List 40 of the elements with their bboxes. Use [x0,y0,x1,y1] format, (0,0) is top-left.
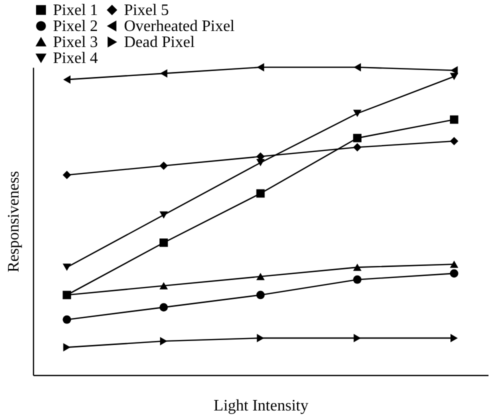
point [160,211,168,219]
point [450,136,458,146]
point [160,69,168,78]
point [450,269,458,278]
legend-label: Pixel 1 [53,2,98,19]
point [62,315,72,324]
point [63,75,71,84]
point [354,334,361,342]
point [160,162,168,170]
point [353,134,362,142]
point [450,72,458,80]
point [62,170,72,180]
x-axis-title: Light Intensity [214,398,308,414]
point [62,264,72,271]
point [63,343,71,352]
point [160,282,168,290]
point [256,290,265,300]
legend-label: Overheated Pixel [124,18,236,35]
point [353,264,362,271]
legend-label: Pixel 2 [53,18,98,35]
point [450,66,458,75]
point [354,63,361,72]
point [353,110,362,118]
legend-label: Dead Pixel [124,34,196,51]
point [256,189,265,198]
point [450,334,458,342]
point [160,336,168,346]
point [160,238,168,247]
point [160,303,168,312]
point [353,275,362,284]
legend-label: Pixel 5 [124,2,169,19]
point [450,260,458,268]
legend-label: Pixel 4 [53,50,98,67]
point [256,63,264,72]
point [256,334,264,342]
point [450,115,458,124]
point [256,272,265,280]
point [353,143,362,152]
y-axis-title: Responsiveness [6,170,22,272]
legend-label: Pixel 3 [53,34,98,51]
